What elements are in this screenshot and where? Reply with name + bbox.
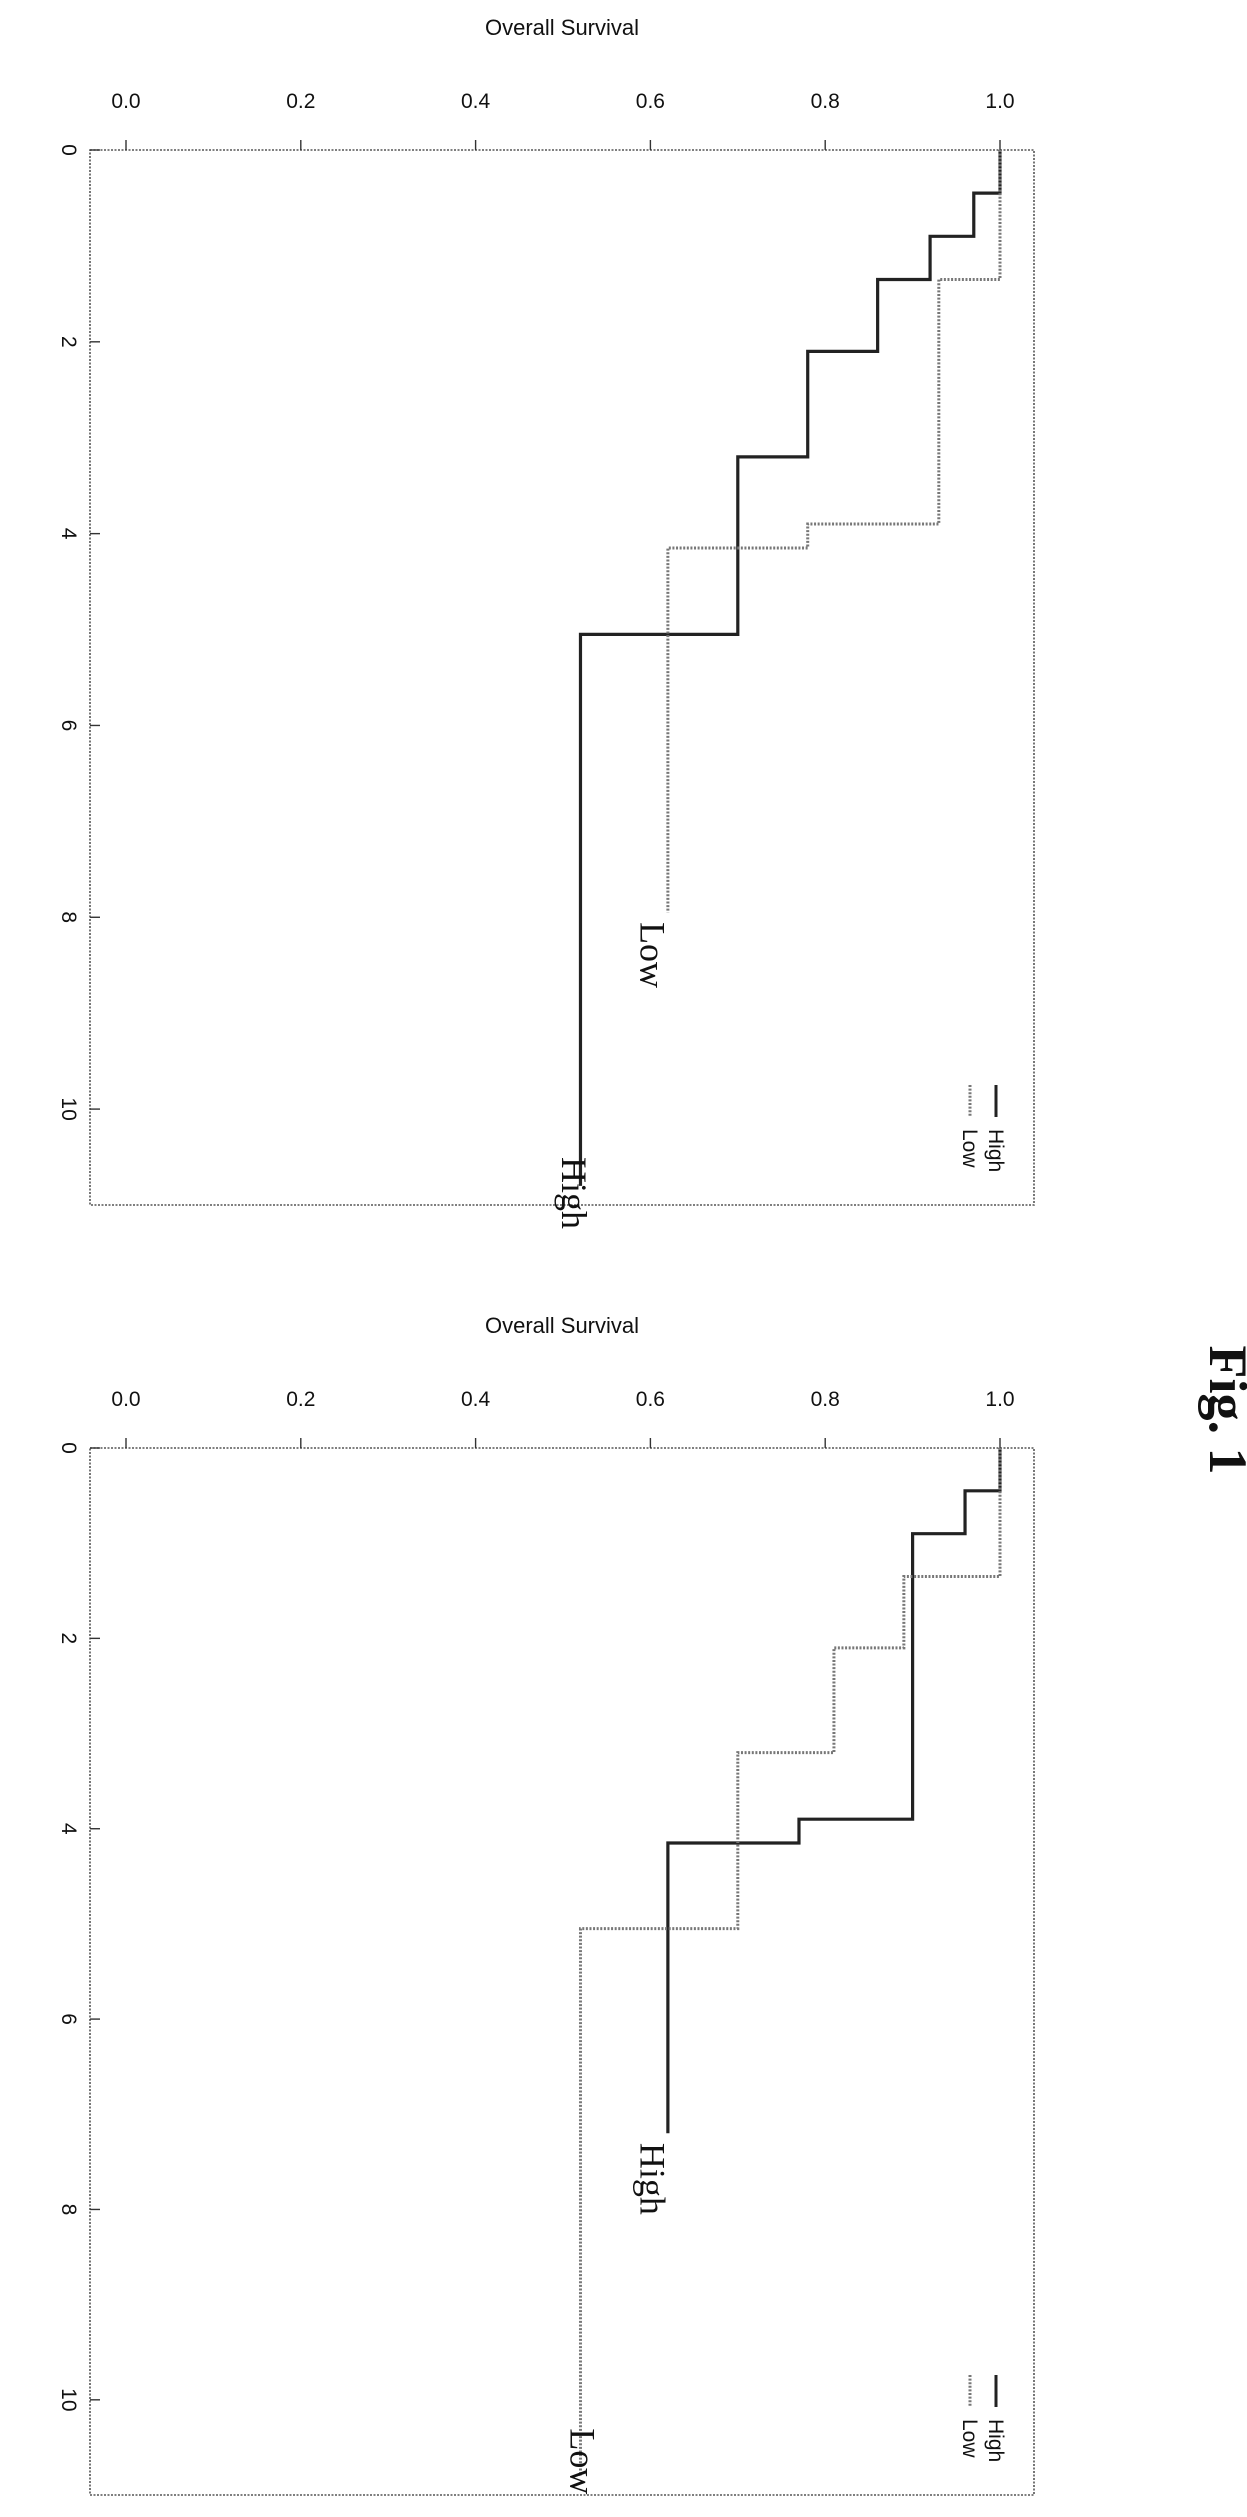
panel1-curve-label-low: Low [633,922,673,988]
panel1-survival-tick-label: 0.6 [636,90,665,113]
panel1-survival-tick-label: 1.0 [985,90,1014,113]
panel1-survival-tick-label: 0.4 [461,90,491,113]
panel2-series-high-curve [666,1448,1002,2134]
panel1-time-tick-label: 0 [57,144,80,156]
panel1-y-axis-label: Overall Survival [485,15,639,40]
panel2-survival-tick-label: 0.4 [461,1388,491,1411]
panel2-frame [89,1447,1035,2496]
panel2-survival-tick-label: 0.8 [811,1388,840,1411]
panel1-plot: Overall Survival 0.0 0.2 0.4 0.6 0.8 1.0 0 2 4 6 8 1… [57,15,1035,1229]
panel2-y-axis-label: Overall Survival [485,1313,639,1338]
panel1-time-tick-label: 2 [57,336,80,348]
panel2-series-low-curve [578,1448,1002,2476]
panel1-legend-label-high: High [984,1129,1007,1172]
panel1-survival-tick-label: 0.2 [286,90,315,113]
panel2-survival-tick-label: 0.0 [111,1388,140,1411]
panel1-survival-tick-label: 0.0 [111,90,140,113]
panel2-time-tick-label: 0 [57,1442,80,1454]
panel1-legend-label-low: Low [958,1129,981,1168]
panel2-legend-label-low: Low [958,2419,981,2458]
panel2-curve-label-high: High [633,2143,673,2215]
panel1-time-tick-label: 10 [57,1097,80,1120]
panel2-time-tick-label: 2 [57,1633,80,1645]
panel1-series-low-curve [666,150,1002,913]
panel1-time-tick-label: 6 [57,720,80,732]
panel2-time-tick-label: 4 [57,1823,80,1835]
panel2-time-tick-label: 6 [57,2013,80,2025]
panel2-curve-label-low: Low [563,2428,603,2494]
panel1-time-tick-label: 8 [57,911,80,923]
panel2-legend-label-high: High [984,2419,1007,2462]
panel2-survival-tick-label: 0.6 [636,1388,665,1411]
panel1-curve-label-high: High [554,1157,594,1229]
panel2-time-tick-label: 10 [57,2388,80,2411]
panel2-time-tick-label: 8 [57,2204,80,2216]
panel2-survival-tick-label: 1.0 [985,1388,1014,1411]
panel1-survival-tick-label: 0.8 [811,90,840,113]
figure-label: Fig. 1 [1198,1346,1247,1475]
panel2-survival-tick-label: 0.2 [286,1388,315,1411]
panel1-series-high-curve [578,150,1002,1186]
panel2-plot: Overall Survival 0.0 0.2 0.4 0.6 0.8 1.0 0 2 4 6 8 1… [57,1313,1035,2496]
panel1-frame [89,149,1035,1206]
panel1-time-tick-label: 4 [57,528,80,540]
